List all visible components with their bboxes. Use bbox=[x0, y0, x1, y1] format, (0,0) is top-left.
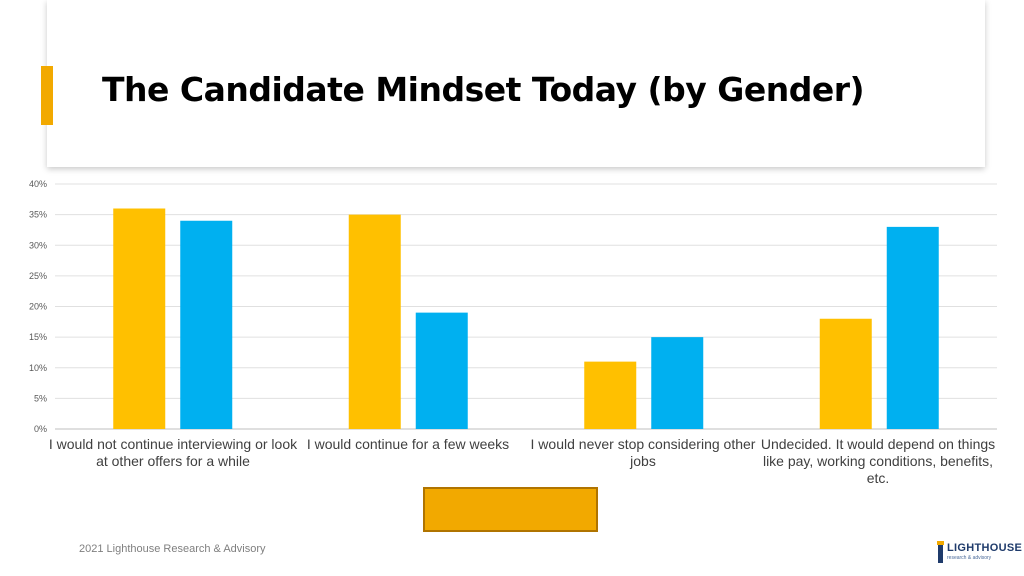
y-tick-label: 5% bbox=[34, 393, 47, 403]
legend-placeholder-box bbox=[423, 487, 598, 532]
category-label-3: I would never stop considering other job… bbox=[530, 436, 756, 469]
bar-chart: 0% 5% 10% 15% 20% 25% 30% 35% 40% bbox=[29, 179, 997, 434]
category-label-1: I would not continue interviewing or loo… bbox=[48, 436, 298, 469]
y-tick-label: 15% bbox=[29, 332, 47, 342]
slide-title: The Candidate Mindset Today (by Gender) bbox=[102, 70, 865, 109]
y-tick-label: 10% bbox=[29, 363, 47, 373]
logo-tagline: research & advisory bbox=[947, 555, 992, 561]
y-tick-label: 30% bbox=[29, 240, 47, 250]
bar-series-1-category-2 bbox=[348, 214, 401, 429]
y-tick-label: 25% bbox=[29, 271, 47, 281]
bar-series-1-category-3 bbox=[584, 361, 637, 429]
footer-copyright: 2021 Lighthouse Research & Advisory bbox=[79, 543, 266, 555]
title-accent-bar bbox=[41, 66, 53, 125]
y-tick-label: 0% bbox=[34, 424, 47, 434]
y-tick-label: 20% bbox=[29, 302, 47, 312]
lighthouse-icon bbox=[937, 541, 944, 563]
logo-name: LIGHTHOUSE bbox=[947, 542, 1023, 554]
bar-series-2-category-2 bbox=[415, 312, 468, 429]
bar-series-2-category-1 bbox=[180, 220, 233, 429]
title-card bbox=[47, 0, 985, 167]
lighthouse-logo: LIGHTHOUSE research & advisory bbox=[936, 541, 1023, 565]
category-label-2: I would continue for a few weeks bbox=[306, 436, 510, 452]
bar-series-2-category-3 bbox=[651, 337, 704, 429]
y-tick-label: 40% bbox=[29, 179, 47, 189]
category-label-4: Undecided. It would depend on things lik… bbox=[760, 436, 996, 486]
bar-series-1-category-4 bbox=[819, 318, 872, 429]
bar-series-2-category-4 bbox=[886, 226, 939, 429]
bar-series-1-category-1 bbox=[113, 208, 166, 429]
y-tick-label: 35% bbox=[29, 210, 47, 220]
